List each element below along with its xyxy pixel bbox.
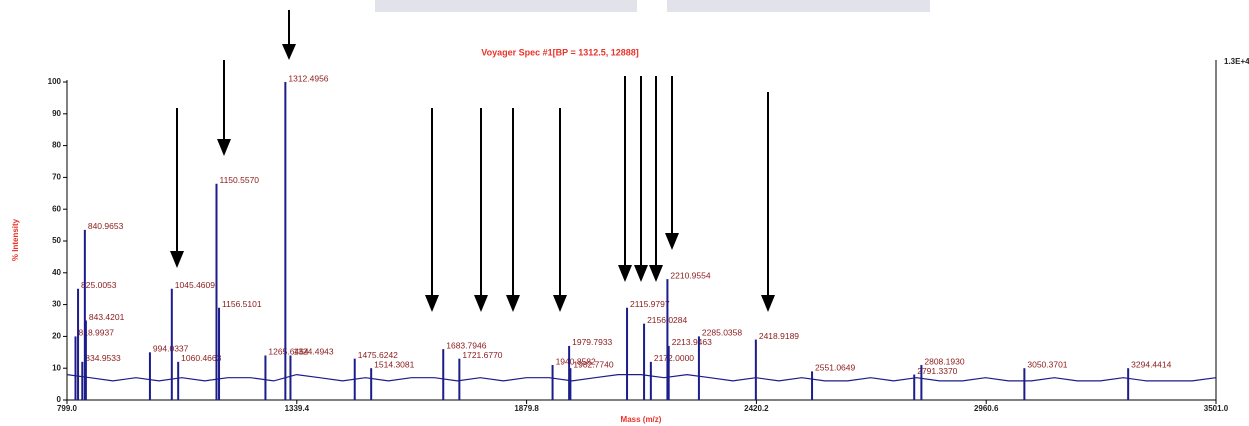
y-tick-label: 40	[52, 268, 61, 277]
peak-label: 2418.9189	[759, 331, 799, 341]
chart-title: Voyager Spec #1[BP = 1312.5, 12888]	[481, 47, 639, 57]
arrow	[474, 108, 488, 312]
y2-note: 1.3E+4	[1224, 57, 1249, 66]
y-tick-label: 10	[52, 363, 61, 372]
peak-label: 2551.0649	[815, 363, 855, 373]
peak-label: 2213.9463	[672, 337, 712, 347]
y-tick-label: 20	[52, 332, 61, 341]
peak-label: 1156.5101	[222, 299, 262, 309]
arrow	[553, 108, 567, 312]
peak-label: 1475.6242	[358, 350, 398, 360]
arrow	[634, 76, 648, 282]
peak-label: 2808.1930	[924, 356, 964, 366]
peak-label: 843.4201	[89, 312, 125, 322]
x-tick-label: 1879.8	[514, 404, 539, 413]
peak-label: 834.9533	[85, 353, 121, 363]
x-tick-label: 2960.6	[974, 404, 999, 413]
peak-label: 1312.4956	[288, 73, 328, 83]
peak-label: 2210.9554	[670, 270, 710, 280]
arrow	[665, 76, 679, 250]
x-tick-label: 799.0	[57, 404, 78, 413]
image-strip	[667, 0, 930, 12]
y-tick-label: 100	[48, 77, 62, 86]
peak-label: 2172.0000	[654, 353, 694, 363]
peak-label: 1324.4943	[293, 347, 333, 357]
peak-label: 1982.7740	[573, 359, 613, 369]
peak-label: 1721.6770	[462, 350, 502, 360]
arrow	[282, 10, 296, 60]
y-tick-label: 30	[52, 300, 61, 309]
peak-label: 2791.3370	[917, 366, 957, 376]
arrow	[618, 76, 632, 282]
peak-label: 825.0053	[81, 280, 117, 290]
baseline	[67, 375, 1216, 381]
peak-label: 2115.9797	[630, 299, 670, 309]
arrow	[217, 60, 231, 156]
arrow	[170, 108, 184, 268]
arrow	[649, 76, 663, 282]
peak-label: 840.9653	[88, 221, 124, 231]
peak-label: 1979.7933	[572, 337, 612, 347]
y-tick-label: 0	[57, 395, 62, 404]
x-tick-label: 1339.4	[285, 404, 310, 413]
y-tick-label: 90	[52, 109, 61, 118]
peak-label: 1514.3081	[374, 359, 414, 369]
peak-label: 3294.4414	[1131, 359, 1171, 369]
x-tick-label: 3501.0	[1204, 404, 1229, 413]
arrow	[506, 108, 520, 312]
y-tick-label: 80	[52, 141, 61, 150]
arrows	[170, 10, 775, 312]
peak-label: 3050.3701	[1027, 359, 1067, 369]
peak-label: 1150.5570	[219, 175, 259, 185]
peak-label: 994.0337	[153, 344, 189, 354]
y-tick-label: 50	[52, 236, 61, 245]
arrow	[425, 108, 439, 312]
y-tick-label: 60	[52, 204, 61, 213]
y-axis-title: % Intensity	[11, 218, 20, 261]
chart: Voyager Spec #1[BP = 1312.5, 12888] % In…	[0, 0, 1249, 426]
x-axis-title: Mass (m/z)	[621, 415, 662, 424]
arrow	[761, 92, 775, 312]
y-tick-label: 70	[52, 173, 61, 182]
image-strip	[375, 0, 637, 12]
peak-label: 2285.0358	[702, 328, 742, 338]
peak-label: 1045.4609	[175, 280, 215, 290]
x-tick-label: 2420.2	[744, 404, 769, 413]
peak-label: 1683.7946	[446, 340, 486, 350]
